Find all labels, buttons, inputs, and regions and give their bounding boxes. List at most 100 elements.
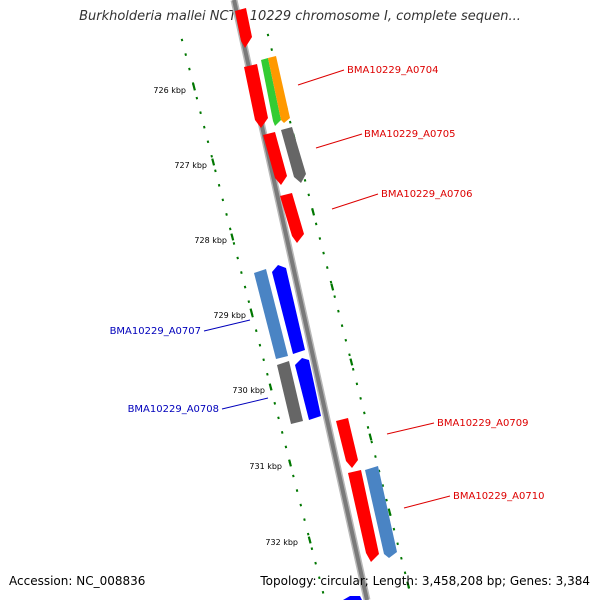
minor-tick [348, 353, 351, 357]
gene-feature[interactable] [280, 193, 304, 243]
minor-tick [392, 527, 396, 531]
major-tick [311, 208, 316, 216]
gene-feature[interactable] [272, 265, 305, 354]
gene-feature[interactable] [268, 56, 290, 123]
minor-tick [351, 367, 355, 371]
scale-label: 732 kbp [265, 538, 298, 547]
gene-feature[interactable] [365, 466, 397, 558]
minor-tick [333, 295, 336, 299]
leader-line [297, 69, 345, 86]
minor-tick [400, 556, 403, 560]
gene-feature[interactable] [277, 361, 303, 424]
minor-tick [307, 193, 311, 197]
gene-label[interactable]: BMA10229_A0704 [347, 65, 438, 76]
leader-line [403, 495, 451, 509]
major-tick [192, 83, 196, 91]
scale-label: 729 kbp [213, 311, 246, 320]
minor-tick [236, 256, 239, 260]
forward-genes [235, 8, 397, 600]
minor-tick [355, 382, 359, 386]
accession-text: Accession: NC_008836 [9, 574, 146, 588]
minor-tick [240, 271, 243, 274]
sequence-summary: Topology: circular; Length: 3,458,208 bp… [260, 574, 590, 588]
gene-label[interactable]: BMA10229_A0706 [381, 189, 472, 200]
scale-label: 730 kbp [232, 386, 265, 395]
minor-tick [184, 53, 187, 56]
major-tick [268, 383, 273, 391]
minor-tick [284, 445, 288, 449]
minor-tick [266, 33, 270, 37]
minor-tick [210, 154, 213, 158]
gene-label[interactable]: BMA10229_A0708 [128, 404, 219, 415]
gene-feature[interactable] [281, 127, 306, 183]
minor-tick [180, 38, 184, 42]
minor-tick [344, 338, 348, 342]
gene-feature[interactable] [343, 596, 362, 600]
gene-labels: BMA10229_A0704 BMA10229_A0705 BMA10229_A… [110, 65, 545, 502]
minor-tick [203, 125, 206, 129]
minor-tick [303, 178, 307, 182]
gene-feature[interactable] [263, 132, 287, 185]
minor-tick [247, 300, 251, 304]
minor-tick [273, 401, 277, 405]
gene-feature[interactable] [261, 58, 281, 126]
major-tick [330, 283, 335, 291]
minor-tick [295, 489, 299, 492]
minor-tick [314, 561, 317, 565]
scale-label: 731 kbp [249, 462, 282, 471]
major-tick [230, 233, 235, 241]
minor-tick [306, 532, 310, 536]
gene-feature[interactable] [254, 269, 288, 359]
minor-tick [340, 324, 344, 328]
major-tick [288, 459, 292, 467]
minor-tick [370, 440, 373, 444]
minor-tick [258, 343, 262, 347]
minor-tick [381, 484, 385, 488]
major-tick [406, 581, 411, 589]
minor-tick [314, 222, 318, 226]
label-leaders [203, 69, 451, 509]
gene-label[interactable]: BMA10229_A0705 [364, 129, 455, 140]
major-tick [249, 308, 254, 316]
minor-tick [396, 542, 399, 546]
minor-tick [277, 416, 280, 420]
minor-tick [262, 358, 265, 362]
gene-feature[interactable] [235, 8, 252, 48]
gene-label[interactable]: BMA10229_A0707 [110, 326, 201, 337]
minor-tick [318, 576, 321, 580]
scale-label: 727 kbp [174, 161, 207, 170]
scale-ticks-inner [180, 38, 325, 594]
minor-tick [254, 329, 258, 333]
gene-feature[interactable] [348, 470, 379, 562]
map-title: Burkholderia mallei NCTC 10229 chromosom… [79, 9, 521, 24]
reverse-genes [254, 265, 321, 424]
leader-line [386, 422, 435, 435]
scale-label: 728 kbp [194, 236, 227, 245]
minor-tick [188, 67, 191, 71]
gene-feature[interactable] [295, 358, 321, 420]
scale-label: 726 kbp [153, 86, 186, 95]
minor-tick [206, 140, 210, 144]
minor-tick [217, 183, 221, 187]
leader-line [203, 319, 251, 332]
minor-tick [299, 503, 303, 507]
minor-tick [321, 590, 325, 594]
leader-line [315, 133, 363, 149]
gene-label[interactable]: BMA10229_A0710 [453, 491, 544, 502]
minor-tick [318, 237, 322, 240]
minor-tick [214, 169, 217, 173]
gene-label[interactable]: BMA10229_A0709 [437, 418, 528, 429]
gene-feature[interactable] [336, 418, 358, 468]
minor-tick [221, 198, 225, 202]
minor-tick [329, 280, 333, 284]
gene-feature[interactable] [244, 64, 268, 128]
minor-tick [310, 547, 314, 551]
minor-tick [359, 396, 362, 400]
minor-tick [195, 96, 199, 100]
major-tick [211, 158, 216, 166]
major-tick [349, 358, 354, 366]
leader-line [331, 193, 379, 210]
major-tick [368, 433, 373, 441]
minor-tick [385, 498, 388, 502]
